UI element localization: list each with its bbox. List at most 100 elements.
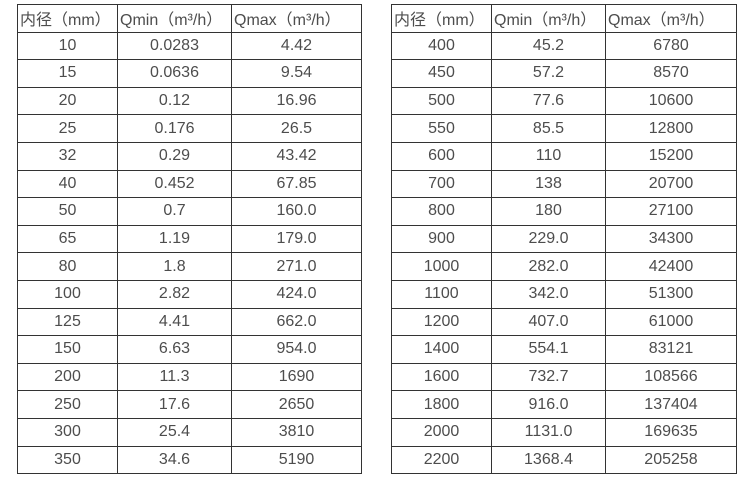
table-row: 20 0.12 16.96 — [17, 86, 362, 116]
table-row: 200 11.3 1690 — [17, 362, 362, 392]
table-row: 800 180 27100 — [391, 197, 737, 226]
table-row: 2200 1368.4 205258 — [391, 445, 737, 475]
diameter-cell: 800 — [391, 197, 492, 226]
qmax-cell: 20700 — [605, 169, 737, 199]
qmax-cell: 1690 — [231, 362, 362, 392]
table-row: 550 85.5 12800 — [391, 114, 737, 143]
diameter-cell: 25 — [17, 114, 118, 143]
table-row: 450 57.2 8570 — [391, 59, 737, 88]
table-row: 50 0.7 160.0 — [17, 197, 362, 226]
table-row: 1800 916.0 137404 — [391, 390, 737, 419]
diameter-cell: 2200 — [391, 445, 492, 475]
qmax-cell: 205258 — [605, 445, 737, 475]
qmin-cell: 85.5 — [491, 114, 606, 143]
diameter-column-header: 内径（mm） — [17, 4, 118, 33]
qmin-cell: 342.0 — [491, 279, 606, 309]
diameter-cell: 50 — [17, 197, 118, 226]
table-row: 1400 554.1 83121 — [391, 335, 737, 364]
table-row: 350 34.6 5190 — [17, 445, 362, 475]
qmax-cell: 16.96 — [231, 86, 362, 116]
diameter-cell: 1100 — [391, 279, 492, 309]
table-row: 10 0.0283 4.42 — [17, 31, 362, 61]
qmax-cell: 61000 — [605, 307, 737, 337]
diameter-column-header: 内径（mm） — [391, 4, 492, 33]
qmin-cell: 0.0283 — [117, 31, 232, 61]
qmin-cell: 77.6 — [491, 86, 606, 116]
qmin-cell: 229.0 — [491, 224, 606, 254]
qmin-cell: 0.452 — [117, 169, 232, 199]
table-row: 250 17.6 2650 — [17, 390, 362, 419]
qmin-cell: 180 — [491, 197, 606, 226]
table-body: 10 0.0283 4.42 15 0.0636 9.54 20 0.12 16.96 25 0.1… — [17, 31, 362, 475]
qmin-cell: 2.82 — [117, 279, 232, 309]
flow-rate-table-small-diameters: 内径（mm） Qmin（m³/h） Qmax（m³/h） 10 0.0283 4.4… — [17, 4, 362, 475]
qmin-cell: 732.7 — [491, 362, 606, 392]
qmax-cell: 4.42 — [231, 31, 362, 61]
table-header-row: 内径（mm） Qmin（m³/h） Qmax（m³/h） — [17, 4, 362, 33]
qmin-cell: 0.0636 — [117, 59, 232, 88]
qmax-cell: 2650 — [231, 390, 362, 419]
qmin-cell: 554.1 — [491, 335, 606, 364]
qmax-cell: 954.0 — [231, 335, 362, 364]
qmin-cell: 407.0 — [491, 307, 606, 337]
diameter-cell: 1200 — [391, 307, 492, 337]
diameter-cell: 400 — [391, 31, 492, 61]
table-row: 1100 342.0 51300 — [391, 279, 737, 309]
qmax-cell: 9.54 — [231, 59, 362, 88]
qmax-cell: 662.0 — [231, 307, 362, 337]
table-row: 900 229.0 34300 — [391, 224, 737, 254]
flow-rate-table-large-diameters: 内径（mm） Qmin（m³/h） Qmax（m³/h） 400 45.2 6780… — [391, 4, 737, 475]
qmax-cell: 67.85 — [231, 169, 362, 199]
table-row: 1600 732.7 108566 — [391, 362, 737, 392]
table-row: 1200 407.0 61000 — [391, 307, 737, 337]
diameter-cell: 350 — [17, 445, 118, 475]
table-row: 125 4.41 662.0 — [17, 307, 362, 337]
qmax-cell: 169635 — [605, 417, 737, 447]
qmax-cell: 12800 — [605, 114, 737, 143]
qmin-cell: 0.7 — [117, 197, 232, 226]
table-row: 500 77.6 10600 — [391, 86, 737, 116]
qmax-cell: 6780 — [605, 31, 737, 61]
diameter-cell: 2000 — [391, 417, 492, 447]
table-row: 65 1.19 179.0 — [17, 224, 362, 254]
diameter-cell: 450 — [391, 59, 492, 88]
table-row: 80 1.8 271.0 — [17, 252, 362, 281]
diameter-cell: 32 — [17, 141, 118, 171]
qmin-cell: 0.12 — [117, 86, 232, 116]
qmin-cell: 25.4 — [117, 417, 232, 447]
table-row: 32 0.29 43.42 — [17, 141, 362, 171]
table-row: 700 138 20700 — [391, 169, 737, 199]
qmax-cell: 42400 — [605, 252, 737, 281]
qmin-cell: 282.0 — [491, 252, 606, 281]
qmax-cell: 15200 — [605, 141, 737, 171]
qmin-cell: 17.6 — [117, 390, 232, 419]
qmax-cell: 83121 — [605, 335, 737, 364]
diameter-cell: 550 — [391, 114, 492, 143]
qmax-cell: 27100 — [605, 197, 737, 226]
qmax-column-header: Qmax（m³/h） — [605, 4, 737, 33]
diameter-cell: 1600 — [391, 362, 492, 392]
qmax-cell: 10600 — [605, 86, 737, 116]
table-row: 2000 1131.0 169635 — [391, 417, 737, 447]
qmax-cell: 26.5 — [231, 114, 362, 143]
table-row: 400 45.2 6780 — [391, 31, 737, 61]
qmax-cell: 43.42 — [231, 141, 362, 171]
table-row: 300 25.4 3810 — [17, 417, 362, 447]
qmin-column-header: Qmin（m³/h） — [117, 4, 232, 33]
diameter-cell: 80 — [17, 252, 118, 281]
qmax-cell: 3810 — [231, 417, 362, 447]
qmax-cell: 108566 — [605, 362, 737, 392]
diameter-cell: 40 — [17, 169, 118, 199]
qmax-column-header: Qmax（m³/h） — [231, 4, 362, 33]
qmin-cell: 34.6 — [117, 445, 232, 475]
qmin-cell: 110 — [491, 141, 606, 171]
qmin-cell: 1.19 — [117, 224, 232, 254]
qmax-cell: 271.0 — [231, 252, 362, 281]
qmin-cell: 6.63 — [117, 335, 232, 364]
table-row: 600 110 15200 — [391, 141, 737, 171]
qmin-cell: 45.2 — [491, 31, 606, 61]
table-header-row: 内径（mm） Qmin（m³/h） Qmax（m³/h） — [391, 4, 737, 33]
table-row: 150 6.63 954.0 — [17, 335, 362, 364]
qmin-cell: 138 — [491, 169, 606, 199]
diameter-cell: 700 — [391, 169, 492, 199]
